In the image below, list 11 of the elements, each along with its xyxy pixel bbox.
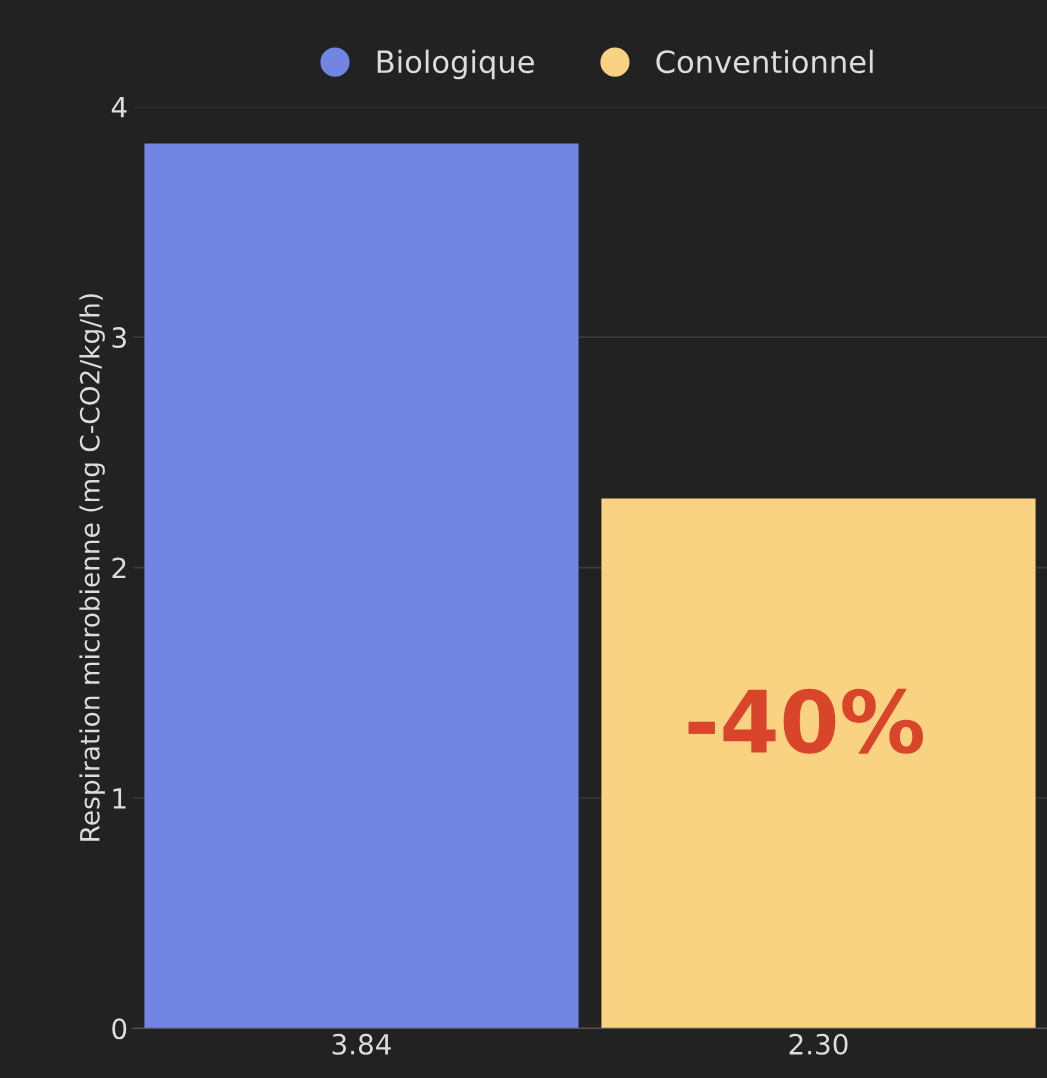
- y-tick-label: 2: [112, 557, 126, 579]
- annotation: -40%: [688, 688, 923, 754]
- y-tick-label: 4: [111, 97, 127, 118]
- y-tick-label: 0: [112, 1018, 127, 1040]
- y-axis-title: Respiration microbienne (mg C-CO2/kg/h): [79, 294, 105, 841]
- y-tick-label: 1: [113, 788, 126, 809]
- y-tick-label: 3: [112, 327, 126, 349]
- legend-label: Conventionnel: [656, 49, 873, 74]
- legend-label: Biologique: [377, 49, 534, 80]
- x-tick-label: 2.30: [789, 1033, 848, 1055]
- x-tick-label: 3.84: [332, 1033, 391, 1055]
